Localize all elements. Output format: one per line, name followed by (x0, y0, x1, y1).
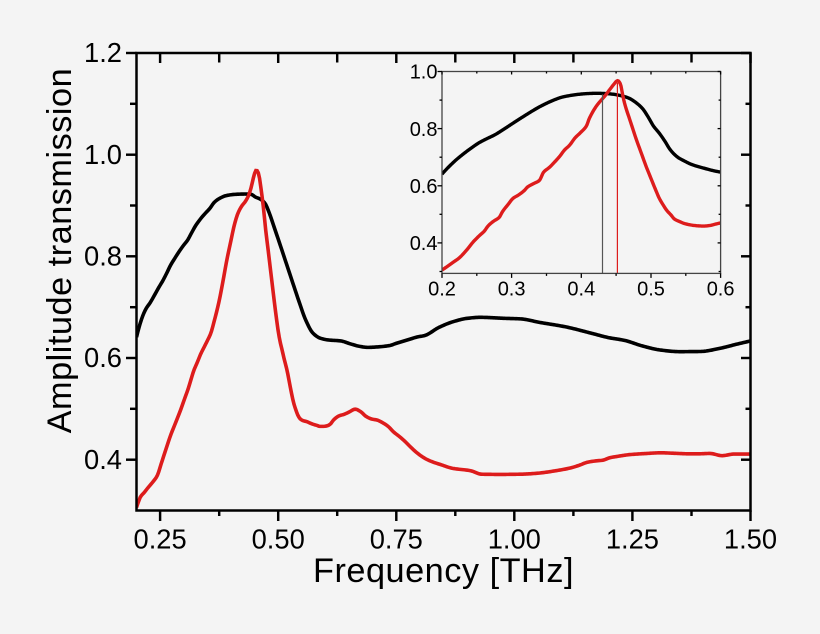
svg-text:0.2: 0.2 (428, 279, 456, 301)
svg-text:0.5: 0.5 (637, 279, 665, 301)
svg-text:1.50: 1.50 (724, 524, 777, 555)
svg-text:0.4: 0.4 (84, 444, 122, 475)
svg-text:1.0: 1.0 (84, 139, 122, 170)
svg-text:1.2: 1.2 (84, 37, 122, 68)
svg-text:0.6: 0.6 (84, 342, 122, 373)
svg-text:0.4: 0.4 (410, 233, 438, 255)
svg-text:0.6: 0.6 (410, 176, 438, 198)
svg-text:0.75: 0.75 (370, 524, 423, 555)
svg-text:0.8: 0.8 (84, 241, 122, 272)
svg-text:0.6: 0.6 (707, 279, 735, 301)
svg-text:0.4: 0.4 (567, 279, 595, 301)
svg-text:0.3: 0.3 (498, 279, 526, 301)
svg-text:Frequency [THz]: Frequency [THz] (313, 552, 574, 590)
svg-text:0.50: 0.50 (252, 524, 305, 555)
svg-text:1.00: 1.00 (488, 524, 541, 555)
svg-text:1.0: 1.0 (410, 62, 438, 84)
svg-text:0.25: 0.25 (134, 524, 187, 555)
svg-text:1.25: 1.25 (606, 524, 659, 555)
svg-text:Amplitude transmission: Amplitude transmission (41, 68, 79, 434)
svg-text:0.8: 0.8 (410, 119, 438, 141)
